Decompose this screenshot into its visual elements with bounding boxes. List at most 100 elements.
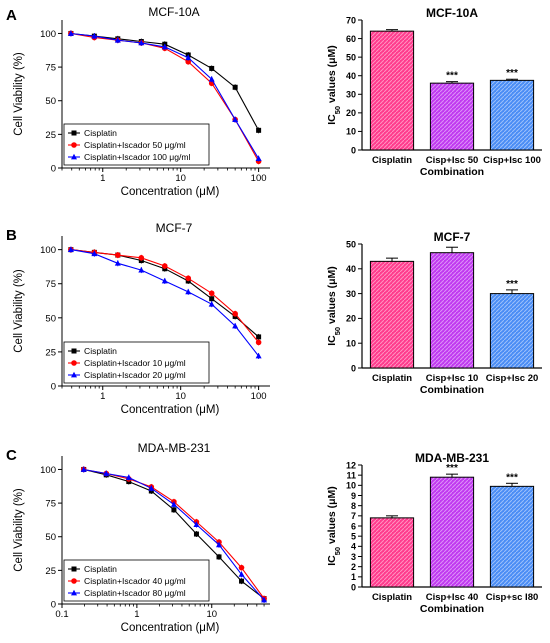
data-point <box>261 596 268 603</box>
y-tick-label: 25 <box>45 566 56 577</box>
y-axis-label: IC50 values (μM) <box>326 266 342 346</box>
bar <box>429 476 475 588</box>
y-tick-label: 0 <box>351 145 356 155</box>
data-point <box>255 339 262 346</box>
x-tick-label: Cisp+Isc 40 <box>426 592 479 603</box>
data-point <box>138 255 145 261</box>
y-tick-label: 11 <box>346 470 356 480</box>
data-point <box>171 507 177 513</box>
data-point <box>71 142 77 148</box>
legend: Cisplatin Cisplatin+Iscador 50 μg/ml Cispl… <box>63 123 210 166</box>
data-point <box>185 275 192 282</box>
x-tick-label: 1 <box>134 609 139 620</box>
y-axis-label: Cell Viability (%) <box>13 269 25 353</box>
data-point <box>232 310 238 317</box>
line-chart-1: B MCF-7 0 25 50 75 100 1 10 100 Concentration (μM)… <box>6 221 270 416</box>
y-tick-label: 0 <box>51 382 56 393</box>
y-tick-label: 20 <box>346 314 356 324</box>
data-point <box>238 571 245 577</box>
data-point <box>216 554 222 560</box>
data-point <box>91 32 98 39</box>
x-tick-label: Cisplatin <box>372 592 412 603</box>
significance-label: *** <box>506 472 518 483</box>
bar-chart-1: MCF-7 0 10 20 30 40 50 IC50 values (μM) Cisplati… <box>326 230 542 396</box>
panel-letter: A <box>6 7 17 24</box>
x-axis-label: Concentration (μM) <box>121 622 220 634</box>
y-axis-label: IC50 values (μM) <box>326 45 342 125</box>
panel-letter: C <box>6 447 17 464</box>
series-1 <box>68 246 262 346</box>
x-tick-label: Cisplatin <box>372 373 412 384</box>
data-point <box>71 153 77 160</box>
y-axis-label: IC50 values (μM) <box>326 486 342 566</box>
chart-title: MCF-10A <box>148 5 199 19</box>
data-point <box>80 466 87 472</box>
chart-title: MDA-MB-231 <box>138 441 211 455</box>
y-tick-label: 1 <box>351 572 356 582</box>
significance-label: *** <box>446 463 458 474</box>
legend-entry: Cisplatin <box>84 346 117 356</box>
y-tick-label: 100 <box>40 465 56 476</box>
legend: Cisplatin Cisplatin+Iscador 10 μg/ml Cispl… <box>63 341 210 384</box>
legend-box <box>63 559 210 602</box>
x-tick-label: Cisp+Isc 10 <box>426 373 479 384</box>
data-point <box>232 116 239 122</box>
y-tick-label: 8 <box>351 501 356 511</box>
y-tick-label: 50 <box>45 96 56 107</box>
y-tick-label: 50 <box>346 52 356 62</box>
y-tick-label: 50 <box>346 239 356 249</box>
legend-entry: Cisplatin <box>84 128 117 138</box>
x-axis-label: Concentration (μM) <box>121 404 220 416</box>
y-tick-label: 0 <box>51 164 56 175</box>
y-tick-label: 6 <box>351 521 356 531</box>
y-tick-label: 25 <box>45 130 56 141</box>
legend-entry: Cisplatin+Iscador 50 μg/ml <box>84 140 186 150</box>
bar <box>369 30 415 151</box>
data-point <box>185 58 192 65</box>
panel-letter: B <box>6 227 17 244</box>
x-tick-label: Cisp+Isc 100 <box>483 155 541 166</box>
legend-box <box>63 123 210 166</box>
series-line <box>70 249 259 338</box>
x-tick-label: Cisplatin <box>372 155 412 166</box>
bar <box>429 252 475 369</box>
y-tick-label: 100 <box>40 245 56 256</box>
data-point <box>161 263 168 269</box>
data-point <box>114 260 121 266</box>
series-2 <box>80 466 268 603</box>
y-tick-label: 50 <box>45 532 56 543</box>
y-tick-label: 75 <box>45 63 56 74</box>
chart-title: MDA-MB-231 <box>415 451 489 465</box>
data-point <box>255 155 262 161</box>
y-tick-label: 9 <box>351 491 356 501</box>
y-tick-label: 10 <box>346 481 356 491</box>
data-point <box>138 266 145 273</box>
data-point <box>193 521 200 528</box>
data-point <box>71 348 77 354</box>
data-point <box>185 54 192 61</box>
bar <box>369 517 415 588</box>
bar <box>489 485 535 588</box>
chart-title: MCF-7 <box>156 221 193 235</box>
y-tick-label: 75 <box>45 499 56 510</box>
y-tick-label: 0 <box>351 363 356 373</box>
x-tick-label: 0.1 <box>55 609 68 620</box>
data-point <box>71 130 77 136</box>
legend-entry: Cisplatin <box>84 564 117 574</box>
data-point <box>239 578 245 584</box>
y-tick-label: 2 <box>351 562 356 572</box>
data-point <box>67 246 74 253</box>
chart-title: MCF-10A <box>426 6 478 20</box>
data-point <box>71 578 77 584</box>
bar <box>489 293 535 369</box>
y-axis-label: Cell Viability (%) <box>13 52 25 136</box>
legend-entry: Cisplatin+Iscador 20 μg/ml <box>84 370 186 380</box>
y-tick-label: 40 <box>346 264 356 274</box>
y-tick-label: 25 <box>45 347 56 358</box>
y-tick-label: 40 <box>346 71 356 81</box>
y-tick-label: 10 <box>346 339 356 349</box>
y-tick-label: 3 <box>351 552 356 562</box>
x-axis-label: Combination <box>420 166 484 178</box>
data-point <box>170 501 177 507</box>
